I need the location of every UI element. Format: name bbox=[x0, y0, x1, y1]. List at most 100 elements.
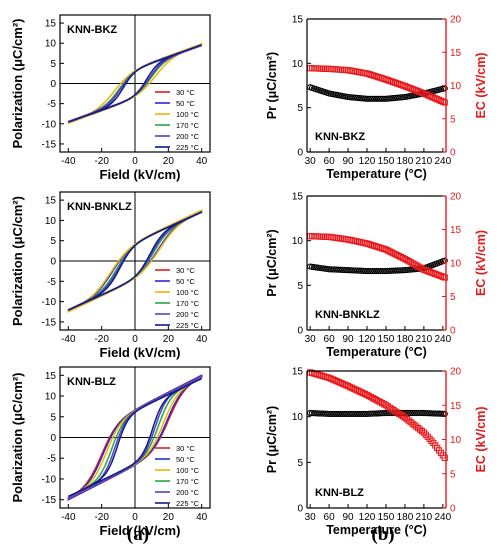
ec-point bbox=[418, 428, 426, 435]
legend-label: 30 °C bbox=[176, 444, 195, 453]
y-tick-label: 10 bbox=[45, 39, 57, 50]
y-right-axis-label: EC (kV/cm) bbox=[474, 407, 488, 473]
sample-annotation: KNN-BLZ bbox=[67, 376, 116, 388]
ec-point bbox=[320, 233, 327, 240]
x-tick-label: 120 bbox=[359, 334, 376, 345]
x-tick-label: 210 bbox=[416, 512, 433, 523]
pr-point bbox=[441, 410, 448, 417]
ec-point bbox=[441, 454, 448, 461]
x-tick-label: 240 bbox=[434, 156, 451, 167]
x-tick-label: 30 bbox=[305, 334, 317, 345]
legend-label: 100 °C bbox=[176, 466, 200, 475]
x-tick-label: 20 bbox=[163, 156, 175, 167]
legend-label: 200 °C bbox=[176, 488, 200, 497]
x-tick-label: 0 bbox=[132, 334, 138, 345]
y-right-tick-label: 15 bbox=[450, 48, 462, 59]
sample-annotation: KNN-BNKLZ bbox=[315, 309, 380, 321]
y-left-tick-label: 0 bbox=[297, 148, 303, 159]
y-right-tick-label: 0 bbox=[450, 326, 456, 337]
ec-point bbox=[424, 433, 431, 440]
ec-point bbox=[308, 65, 316, 72]
x-tick-label: -20 bbox=[94, 156, 109, 167]
sample-annotation: KNN-BKZ bbox=[315, 131, 365, 143]
pr-point bbox=[380, 95, 388, 102]
x-tick-label: 60 bbox=[324, 334, 336, 345]
series-Pr bbox=[307, 84, 448, 102]
ec-point bbox=[307, 233, 314, 240]
x-axis-label: Temperature (°C) bbox=[326, 167, 427, 181]
series-Pr bbox=[307, 257, 448, 275]
x-tick-label: 240 bbox=[434, 334, 451, 345]
y-right-tick-label: 10 bbox=[450, 81, 462, 92]
y-left-tick-label: 10 bbox=[292, 412, 304, 423]
y-left-tick-label: 5 bbox=[297, 103, 303, 114]
ec-point bbox=[312, 65, 319, 72]
ec-point bbox=[322, 65, 329, 72]
y-left-axis-label: Pr (μC/cm²) bbox=[265, 52, 279, 119]
x-axis-label: Temperature (°C) bbox=[326, 523, 427, 537]
y-right-tick-label: 5 bbox=[450, 114, 456, 125]
ec-point bbox=[318, 65, 325, 72]
ec-point bbox=[337, 66, 344, 73]
x-axis-label: Temperature (°C) bbox=[326, 345, 427, 359]
ec-point bbox=[441, 274, 448, 281]
y-right-tick-label: 20 bbox=[450, 192, 462, 203]
x-tick-label: 90 bbox=[343, 512, 355, 523]
temperature-chart-0: 30 60 90 120 150 180 210 24005101505101520KNN-B… bbox=[265, 15, 488, 182]
ec-point bbox=[316, 65, 323, 72]
y-tick-label: 15 bbox=[45, 19, 57, 30]
series-EC bbox=[307, 233, 448, 281]
ec-point bbox=[335, 66, 342, 73]
legend-label: 170 °C bbox=[176, 477, 200, 486]
x-tick-label: 30 bbox=[305, 156, 317, 167]
y-tick-label: -10 bbox=[42, 297, 57, 308]
x-tick-label: 30 bbox=[305, 512, 317, 523]
ec-point bbox=[318, 233, 325, 240]
x-tick-label: 180 bbox=[397, 334, 414, 345]
legend-label: 225 °C bbox=[176, 143, 200, 152]
legend-label: 30 °C bbox=[176, 88, 195, 97]
ec-point bbox=[333, 66, 340, 73]
y-axis-label: Polarization (μC/cm²) bbox=[10, 372, 25, 502]
y-axis-label: Polarization (μC/cm²) bbox=[10, 196, 25, 326]
y-left-tick-label: 5 bbox=[297, 458, 303, 469]
y-left-tick-label: 0 bbox=[297, 504, 303, 515]
legend-label: 50 °C bbox=[176, 99, 195, 108]
ec-point bbox=[308, 233, 316, 240]
panel-label-b: (b) bbox=[371, 524, 394, 545]
y-tick-label: -5 bbox=[47, 99, 56, 110]
ec-point bbox=[422, 431, 429, 438]
pr-point bbox=[398, 267, 405, 274]
loop-5 bbox=[68, 211, 202, 311]
pr-point bbox=[399, 267, 407, 274]
ec-point bbox=[428, 437, 435, 444]
y-tick-label: 0 bbox=[50, 79, 56, 90]
x-tick-label: 60 bbox=[324, 156, 336, 167]
y-tick-label: 15 bbox=[45, 371, 57, 382]
x-tick-label: -20 bbox=[94, 334, 109, 345]
y-tick-label: 10 bbox=[45, 392, 57, 403]
y-left-tick-label: 0 bbox=[297, 326, 303, 337]
ec-point bbox=[426, 435, 433, 442]
y-left-tick-label: 10 bbox=[292, 59, 304, 70]
x-tick-label: 60 bbox=[324, 512, 336, 523]
y-tick-label: 5 bbox=[50, 59, 56, 70]
ec-point bbox=[324, 65, 331, 72]
hysteresis-chart-0: -40 -20 0 20 40 -15 -10 -5 0 5 10 15 KNN-BKZ 30 °C 50 … bbox=[10, 14, 211, 182]
ec-point bbox=[379, 400, 386, 407]
legend-label: 200 °C bbox=[176, 132, 200, 141]
ec-point bbox=[339, 66, 346, 73]
y-tick-label: 5 bbox=[50, 236, 56, 247]
x-tick-label: 150 bbox=[378, 512, 395, 523]
y-tick-label: -10 bbox=[42, 474, 57, 485]
ec-point bbox=[341, 66, 348, 74]
x-axis-label: Field (kV/cm) bbox=[100, 167, 181, 182]
y-right-tick-label: 0 bbox=[450, 504, 456, 515]
x-tick-label: 150 bbox=[378, 156, 395, 167]
legend-label: 200 °C bbox=[176, 310, 200, 319]
x-tick-label: -20 bbox=[94, 512, 109, 523]
sample-annotation: KNN-BKZ bbox=[67, 24, 117, 36]
x-tick-label: 120 bbox=[359, 512, 376, 523]
y-tick-label: -15 bbox=[42, 317, 57, 328]
y-left-axis-label: Pr (μC/cm²) bbox=[265, 229, 279, 296]
